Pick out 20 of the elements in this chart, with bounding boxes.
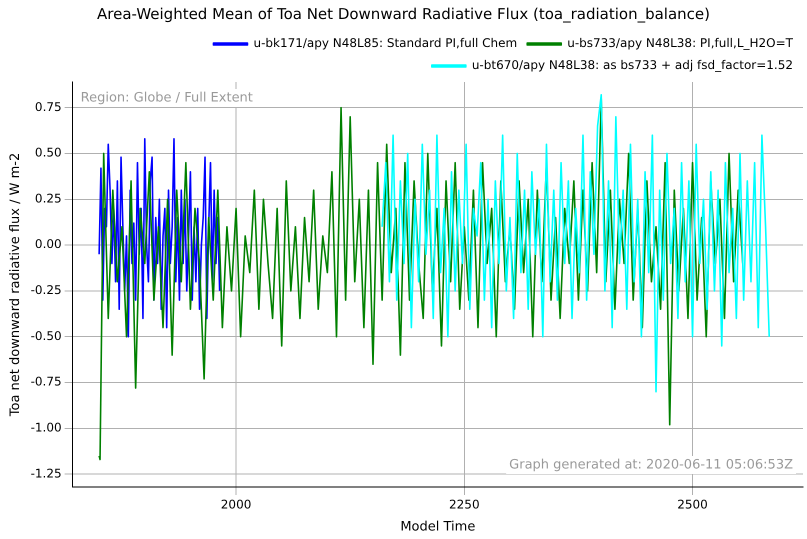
y-tick-label: -1.25	[30, 466, 62, 480]
y-tick-label: 0.75	[34, 100, 62, 114]
y-tick-label: -0.25	[30, 283, 62, 298]
y-tick-label: 0.25	[34, 191, 62, 206]
chart-title: Area-Weighted Mean of Toa Net Downward Radiative Flux (toa_radiation_balance)	[97, 4, 710, 23]
legend-label: u-bk171/apy N48L85: Standard PI,full Chem	[253, 36, 518, 50]
y-axis-title: Toa net downward radiative flux / W m-2	[8, 152, 24, 418]
annotation: Region: Globe / Full Extent	[80, 90, 253, 106]
x-tick-label: 2250	[449, 497, 480, 512]
legend-label: u-bs733/apy N48L38: PI,full,L_H2O=T	[567, 36, 794, 50]
y-tick-label: -0.75	[30, 374, 62, 389]
y-tick-label: -0.50	[30, 328, 62, 343]
x-tick-label: 2000	[220, 497, 252, 512]
x-axis-title: Model Time	[400, 520, 476, 535]
y-tick-label: -1.00	[30, 420, 62, 434]
legend-label: u-bt670/apy N48L38: as bs733 + adj fsd_factor=1.52	[472, 58, 793, 72]
y-tick-label: 0.00	[34, 237, 62, 252]
x-tick-label: 2500	[677, 497, 708, 512]
y-tick-label: 0.50	[34, 146, 62, 160]
annotation: Graph generated at: 2020-06-11 05:06:53Z	[509, 457, 794, 472]
